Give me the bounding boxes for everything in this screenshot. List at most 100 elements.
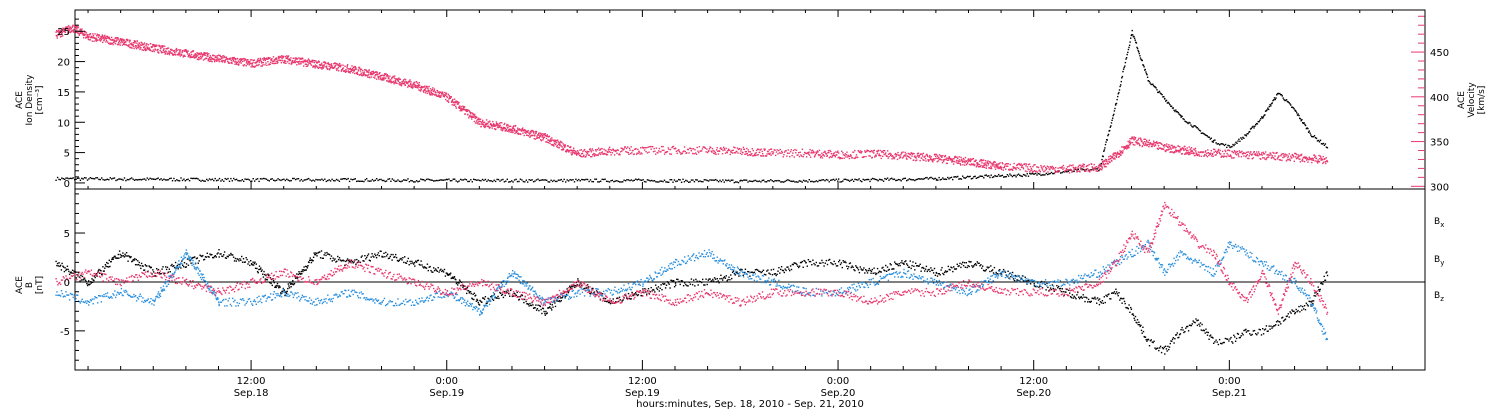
velocity-point: [494, 124, 496, 126]
density-point: [1164, 97, 1166, 100]
velocity-point: [968, 163, 971, 166]
density-point: [335, 178, 338, 181]
density-point: [75, 178, 77, 180]
velocity-point: [280, 56, 282, 58]
velocity-point: [984, 160, 987, 162]
density-point: [1046, 173, 1049, 176]
field-point: [366, 254, 369, 257]
velocity-point: [1171, 144, 1173, 147]
velocity-point: [459, 105, 461, 107]
velocity-point: [262, 64, 264, 66]
velocity-point: [1230, 155, 1232, 157]
velocity-point: [184, 55, 186, 57]
velocity-point: [956, 156, 958, 158]
density-point: [1284, 99, 1286, 102]
density-point: [985, 174, 987, 176]
velocity-point: [149, 48, 151, 51]
velocity-point: [564, 146, 566, 148]
field-point: [125, 255, 127, 257]
density-point: [417, 181, 419, 183]
density-point: [960, 178, 963, 180]
velocity-point: [119, 38, 122, 40]
density-point: [244, 178, 246, 180]
field-point: [151, 273, 153, 275]
velocity-point: [627, 151, 629, 154]
velocity-point: [107, 36, 109, 38]
density-point: [777, 179, 779, 182]
velocity-point: [116, 37, 118, 40]
velocity-point: [188, 53, 191, 55]
velocity-point: [1317, 160, 1320, 163]
density-point: [215, 179, 218, 182]
density-point: [1105, 141, 1107, 143]
velocity-point: [500, 126, 503, 128]
field-point: [352, 262, 354, 264]
velocity-point: [132, 42, 135, 44]
velocity-point: [619, 154, 621, 156]
field-point: [104, 264, 107, 266]
velocity-point: [344, 70, 346, 72]
field-point: [336, 260, 338, 262]
density-point: [837, 180, 839, 182]
velocity-point: [838, 152, 840, 154]
velocity-point: [1288, 153, 1290, 155]
velocity-point: [1141, 145, 1144, 147]
velocity-point: [1313, 154, 1315, 156]
field-point: [218, 256, 220, 258]
velocity-point: [503, 128, 505, 130]
density-point: [315, 178, 317, 181]
velocity-point: [598, 153, 600, 155]
density-point: [563, 178, 565, 181]
field-point: [381, 255, 383, 258]
velocity-point: [61, 31, 64, 33]
velocity-point: [1054, 169, 1056, 171]
field-point: [117, 253, 119, 256]
density-series-0: [55, 29, 1329, 184]
velocity-point: [998, 163, 1000, 165]
velocity-point: [1312, 159, 1315, 161]
velocity-point: [209, 58, 212, 61]
velocity-point: [1128, 140, 1131, 142]
density-point: [544, 179, 546, 181]
velocity-point: [1205, 150, 1207, 152]
velocity-point: [429, 88, 432, 90]
density-point: [324, 178, 326, 180]
density-point: [923, 177, 925, 180]
velocity-point: [441, 92, 443, 94]
field-point: [406, 260, 409, 262]
field-point: [87, 283, 90, 286]
velocity-point: [1157, 142, 1159, 145]
field-point: [253, 262, 256, 264]
velocity-point: [911, 155, 913, 157]
velocity-point: [161, 46, 164, 48]
density-point: [702, 181, 704, 183]
velocity-point: [220, 60, 222, 63]
density-point: [273, 179, 275, 181]
velocity-point: [613, 150, 615, 152]
density-point: [407, 178, 409, 180]
velocity-point: [1188, 153, 1190, 156]
velocity-point: [932, 161, 934, 163]
velocity-point: [527, 130, 529, 133]
velocity-series-0: [55, 24, 1329, 174]
velocity-point: [562, 143, 564, 145]
velocity-point: [916, 152, 919, 155]
velocity-point: [304, 63, 307, 65]
velocity-point: [541, 133, 543, 135]
density-point: [524, 181, 526, 183]
velocity-point: [418, 89, 420, 91]
density-point: [1270, 105, 1272, 107]
field-point: [442, 271, 445, 273]
density-point: [1127, 48, 1130, 51]
velocity-point: [646, 147, 648, 149]
velocity-point: [1104, 164, 1106, 166]
velocity-point: [723, 146, 725, 148]
velocity-point: [990, 165, 992, 167]
field-point: [69, 272, 72, 274]
density-point: [126, 178, 129, 181]
velocity-point: [876, 152, 878, 155]
velocity-point: [1129, 142, 1132, 145]
density-point: [790, 180, 792, 182]
velocity-point: [583, 149, 586, 151]
field-point: [280, 292, 282, 295]
